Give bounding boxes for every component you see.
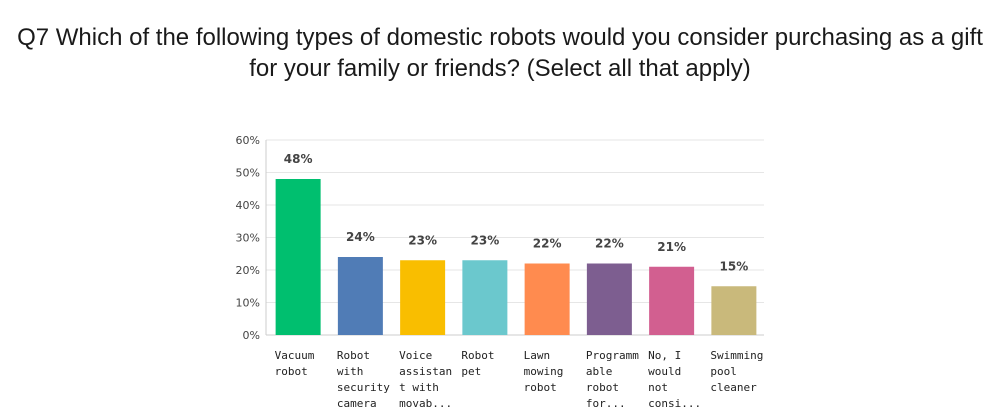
x-tick-label: movab... — [399, 397, 452, 410]
x-tick-label: robot — [275, 365, 308, 378]
x-tick-label: camera — [337, 397, 377, 410]
bar — [711, 286, 757, 335]
y-tick-label: 10% — [236, 297, 260, 310]
x-tick-label: Lawn — [524, 349, 551, 362]
bar — [400, 260, 446, 335]
data-label: 23% — [471, 233, 500, 247]
x-tick-label: No, I — [648, 349, 681, 362]
x-tick-label: cleaner — [710, 381, 757, 394]
x-tick-label: t with — [399, 381, 439, 394]
x-tick-label: able — [586, 365, 613, 378]
bar — [337, 257, 383, 335]
chart-title-line-2: for your family or friends? (Select all … — [249, 55, 751, 82]
bar — [524, 263, 570, 335]
data-label: 48% — [284, 152, 313, 166]
y-tick-label: 20% — [236, 264, 260, 277]
x-tick-label: robot — [586, 381, 619, 394]
y-tick-label: 40% — [236, 199, 260, 212]
x-tick-label: Robot — [461, 349, 494, 362]
data-label: 21% — [657, 240, 686, 254]
y-tick-label: 30% — [236, 232, 260, 245]
x-tick-label: not — [648, 381, 668, 394]
chart-title: Q7 Which of the following types of domes… — [0, 22, 1000, 84]
bar — [275, 179, 321, 335]
x-tick-label: pet — [461, 365, 481, 378]
data-label: 22% — [595, 237, 624, 251]
x-tick-label: security — [337, 381, 390, 394]
data-label: 23% — [408, 233, 437, 247]
x-tick-label: for... — [586, 397, 626, 410]
data-label: 24% — [346, 230, 375, 244]
data-label: 22% — [533, 237, 562, 251]
x-tick-label: would — [648, 365, 681, 378]
chart-title-line-1: Q7 Which of the following types of domes… — [17, 24, 983, 51]
bar — [462, 260, 508, 335]
x-tick-label: pool — [710, 365, 737, 378]
bar — [649, 266, 695, 335]
x-tick-label: assistan — [399, 365, 452, 378]
x-tick-label: Robot — [337, 349, 370, 362]
data-label: 15% — [720, 259, 749, 273]
x-tick-label: robot — [524, 381, 557, 394]
bar — [586, 263, 632, 335]
y-tick-label: 0% — [243, 329, 260, 342]
y-tick-label: 60% — [236, 134, 260, 147]
x-tick-label: Programm — [586, 349, 639, 362]
x-tick-label: consi... — [648, 397, 701, 410]
x-tick-label: Vacuum — [275, 349, 315, 362]
x-tick-label: Voice — [399, 349, 432, 362]
x-tick-label: mowing — [524, 365, 564, 378]
y-tick-label: 50% — [236, 167, 260, 180]
x-tick-label: Swimming — [710, 349, 763, 362]
x-tick-label: with — [337, 365, 364, 378]
